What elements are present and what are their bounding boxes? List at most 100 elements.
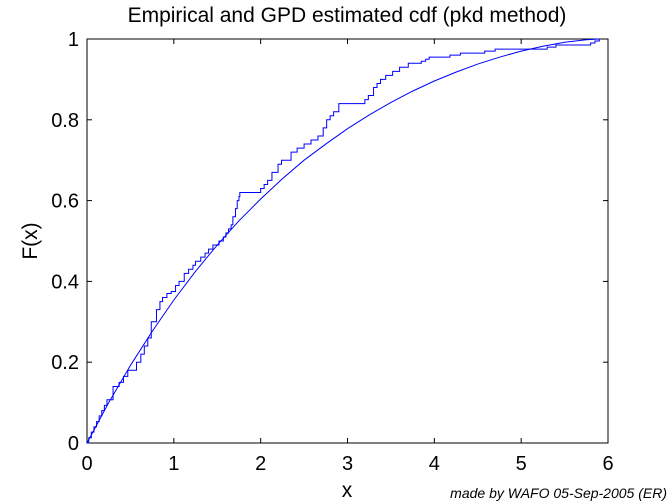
gpd-data-point (195, 271, 196, 272)
gpd-data-point (282, 178, 283, 179)
y-axis-label: F(x) (19, 222, 42, 259)
empirical-data-point (238, 196, 239, 197)
empirical-data-point (156, 309, 157, 310)
gpd-data-point (152, 331, 153, 332)
empirical-data-point (385, 75, 386, 76)
empirical-data-point (421, 61, 422, 62)
empirical-data-point (267, 180, 268, 181)
empirical-data-point (495, 49, 496, 50)
empirical-data-point (136, 362, 137, 363)
empirical-data-point (590, 42, 591, 43)
empirical-data-point (171, 291, 172, 292)
empirical-data-point (119, 382, 120, 383)
y-tick-label: 0.2 (51, 352, 79, 374)
empirical-data-point (188, 269, 189, 270)
gpd-data-point (130, 365, 131, 366)
x-tick-label: 4 (429, 453, 440, 475)
empirical-data-point (99, 415, 100, 416)
empirical-data-point (106, 399, 107, 400)
empirical-data-point (594, 40, 595, 41)
x-tick-labels: 0 1 2 3 4 5 6 (81, 453, 613, 475)
empirical-data-point (317, 135, 318, 136)
empirical-data-point (373, 87, 374, 88)
empirical-data-point (91, 431, 92, 432)
empirical-cdf-line (87, 39, 600, 444)
empirical-data-point (178, 281, 179, 282)
gpd-data-point (238, 220, 239, 221)
empirical-data-point (101, 410, 102, 411)
plot-area (86, 38, 609, 444)
gpd-data-point (390, 102, 391, 103)
empirical-data-point (271, 172, 272, 173)
y-tick-label: 0.8 (51, 110, 79, 132)
empirical-data-point (175, 285, 176, 286)
gpd-data-point (369, 114, 370, 115)
empirical-data-point (184, 273, 185, 274)
x-axis-label: x (342, 479, 353, 502)
x-tick-label: 3 (342, 453, 353, 475)
gpd-data-point (217, 244, 218, 245)
x-tick-label: 0 (81, 453, 92, 475)
gpd-data-point (347, 128, 348, 129)
chart-title: Empirical and GPD estimated cdf (pkd met… (128, 4, 567, 27)
empirical-data-point (364, 99, 365, 100)
gpd-data-point (303, 160, 304, 161)
x-tick-label: 5 (516, 453, 527, 475)
empirical-data-point (166, 293, 167, 294)
empirical-data-point (330, 115, 331, 116)
gpd-data-point (412, 91, 413, 92)
empirical-data-point (555, 44, 556, 45)
empirical-data-point (323, 127, 324, 128)
empirical-data-point (231, 224, 232, 225)
empirical-data-point (429, 57, 430, 58)
empirical-data-point (104, 405, 105, 406)
series-layer (86, 38, 600, 444)
gpd-data-point (599, 38, 600, 39)
y-tick-label: 0 (68, 433, 79, 455)
empirical-data-point (96, 421, 97, 422)
empirical-data-point (303, 143, 304, 144)
empirical-data-point (212, 244, 213, 245)
empirical-data-point (297, 147, 298, 148)
gpd-data-point (455, 72, 456, 73)
empirical-data-point (460, 53, 461, 54)
tick-marks (86, 38, 609, 444)
empirical-data-point (208, 248, 209, 249)
gpd-data-point (542, 46, 543, 47)
empirical-data-point (326, 119, 327, 120)
empirical-data-point (144, 345, 145, 346)
empirical-data-point (235, 208, 236, 209)
empirical-data-point (162, 297, 163, 298)
empirical-data-point (200, 257, 201, 258)
empirical-data-point (159, 301, 160, 302)
empirical-data-point (204, 253, 205, 254)
empirical-data-point (449, 55, 450, 56)
empirical-data-point (264, 184, 265, 185)
empirical-data-point (192, 265, 193, 266)
empirical-data-point (392, 71, 393, 72)
gpd-data-point (173, 299, 174, 300)
y-tick-label: 1 (68, 29, 79, 51)
gpd-data-point (477, 63, 478, 64)
empirical-data-point (232, 216, 233, 217)
empirical-data-point (338, 103, 339, 104)
gpd-data-point (260, 198, 261, 199)
empirical-data-point (408, 63, 409, 64)
empirical-data-point (112, 386, 113, 387)
x-tick-label: 1 (168, 453, 179, 475)
gpd-data-point (586, 39, 587, 40)
footer-credit: made by WAFO 05-Sep-2005 (ER) (450, 485, 667, 501)
empirical-data-point (277, 164, 278, 165)
empirical-data-point (333, 111, 334, 112)
empirical-data-point (140, 354, 141, 355)
gpd-data-point (499, 57, 500, 58)
x-tick-label: 2 (255, 453, 266, 475)
empirical-data-point (218, 240, 219, 241)
empirical-data-point (368, 95, 369, 96)
empirical-data-point (484, 51, 485, 52)
y-tick-label: 0.4 (51, 271, 79, 293)
y-tick-labels: 0 0.2 0.4 0.6 0.8 1 (51, 29, 79, 455)
empirical-data-point (547, 46, 548, 47)
